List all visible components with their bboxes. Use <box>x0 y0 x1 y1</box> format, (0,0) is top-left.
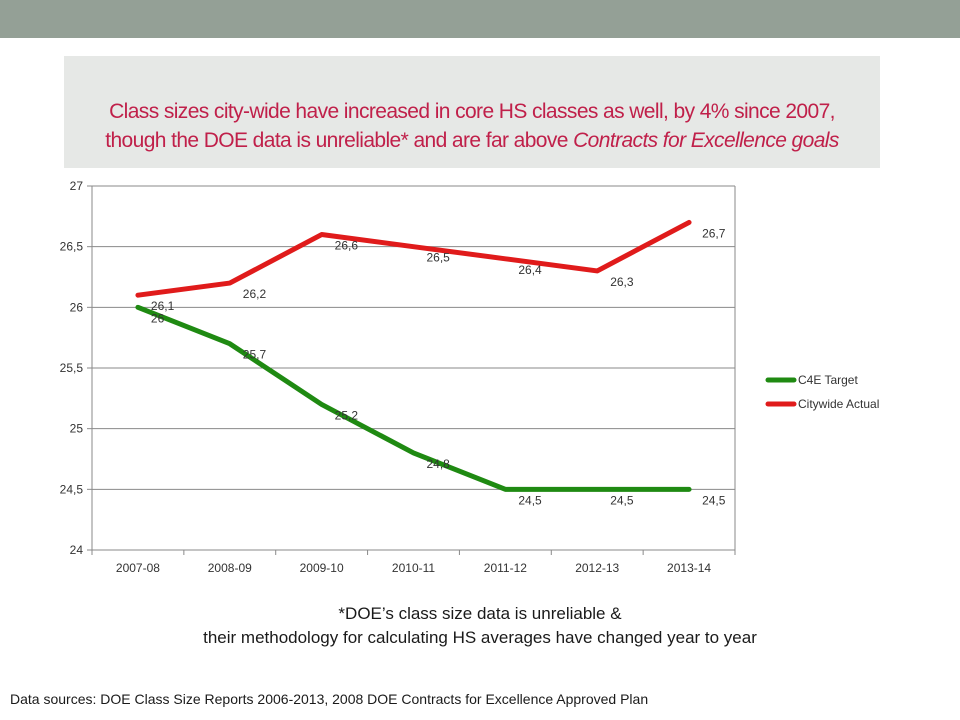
data-sources: Data sources: DOE Class Size Reports 200… <box>10 691 649 707</box>
x-tick-label: 2011-12 <box>484 561 527 575</box>
chart-axes: 24 24,5 25 25,5 26 26,5 27 2007-08 2008-09 2009-1… <box>60 179 736 575</box>
y-tick-label: 27 <box>70 179 84 193</box>
data-label: 24,5 <box>610 493 634 507</box>
x-tick-label: 2009-10 <box>300 561 344 575</box>
x-tick-label: 2012-13 <box>575 561 619 575</box>
x-tick-label: 2008-09 <box>208 561 252 575</box>
data-label: 26,6 <box>335 239 359 253</box>
title-box: Class sizes city-wide have increased in … <box>64 56 880 168</box>
x-tick-label: 2010-11 <box>392 561 435 575</box>
title-line2-text: though the DOE data is unreliable* and a… <box>105 129 574 152</box>
y-tick-label: 25,5 <box>60 361 84 375</box>
data-label: 24,5 <box>518 493 542 507</box>
chart-data-labels: 26 25,7 25,2 24,8 24,5 24,5 24,5 26,1 26,2 26,6 26… <box>151 226 726 507</box>
data-label: 26,7 <box>702 226 726 240</box>
title-line2-italic: Contracts for Excellence goals <box>573 129 839 152</box>
page-title-line1: Class sizes city-wide have increased in … <box>109 100 835 123</box>
legend-label: Citywide Actual <box>798 397 879 411</box>
series-line-c4e-target <box>135 304 692 492</box>
footnote-line1: *DOE’s class size data is unreliable & <box>338 604 622 623</box>
data-label: 26 <box>151 311 165 325</box>
y-tick-label: 24 <box>70 543 84 557</box>
y-tick-label: 24,5 <box>60 482 84 496</box>
data-label: 26,3 <box>610 275 634 289</box>
y-tick-label: 25 <box>70 422 84 436</box>
data-label: 25,2 <box>335 408 359 422</box>
data-label: 24,8 <box>427 457 451 471</box>
x-tick-label: 2013-14 <box>667 561 711 575</box>
data-label: 26,4 <box>518 263 542 277</box>
footnote-line2: their methodology for calculating HS ave… <box>203 628 757 647</box>
x-tick-label: 2007-08 <box>116 561 160 575</box>
data-label: 26,1 <box>151 299 175 313</box>
data-label: 24,5 <box>702 493 726 507</box>
series-line-citywide-actual <box>135 219 692 298</box>
y-tick-label: 26 <box>70 300 84 314</box>
legend-label: C4E Target <box>798 373 858 387</box>
data-label: 25,7 <box>243 348 267 362</box>
chart-series <box>135 219 692 492</box>
chart-gridlines <box>92 185 735 551</box>
top-banner <box>0 0 960 38</box>
chart-legend: C4E Target Citywide Actual <box>765 373 879 411</box>
page-title-line2: though the DOE data is unreliable* and a… <box>64 129 880 153</box>
data-label: 26,2 <box>243 287 267 301</box>
data-label: 26,5 <box>427 251 451 265</box>
y-tick-label: 26,5 <box>60 240 84 254</box>
